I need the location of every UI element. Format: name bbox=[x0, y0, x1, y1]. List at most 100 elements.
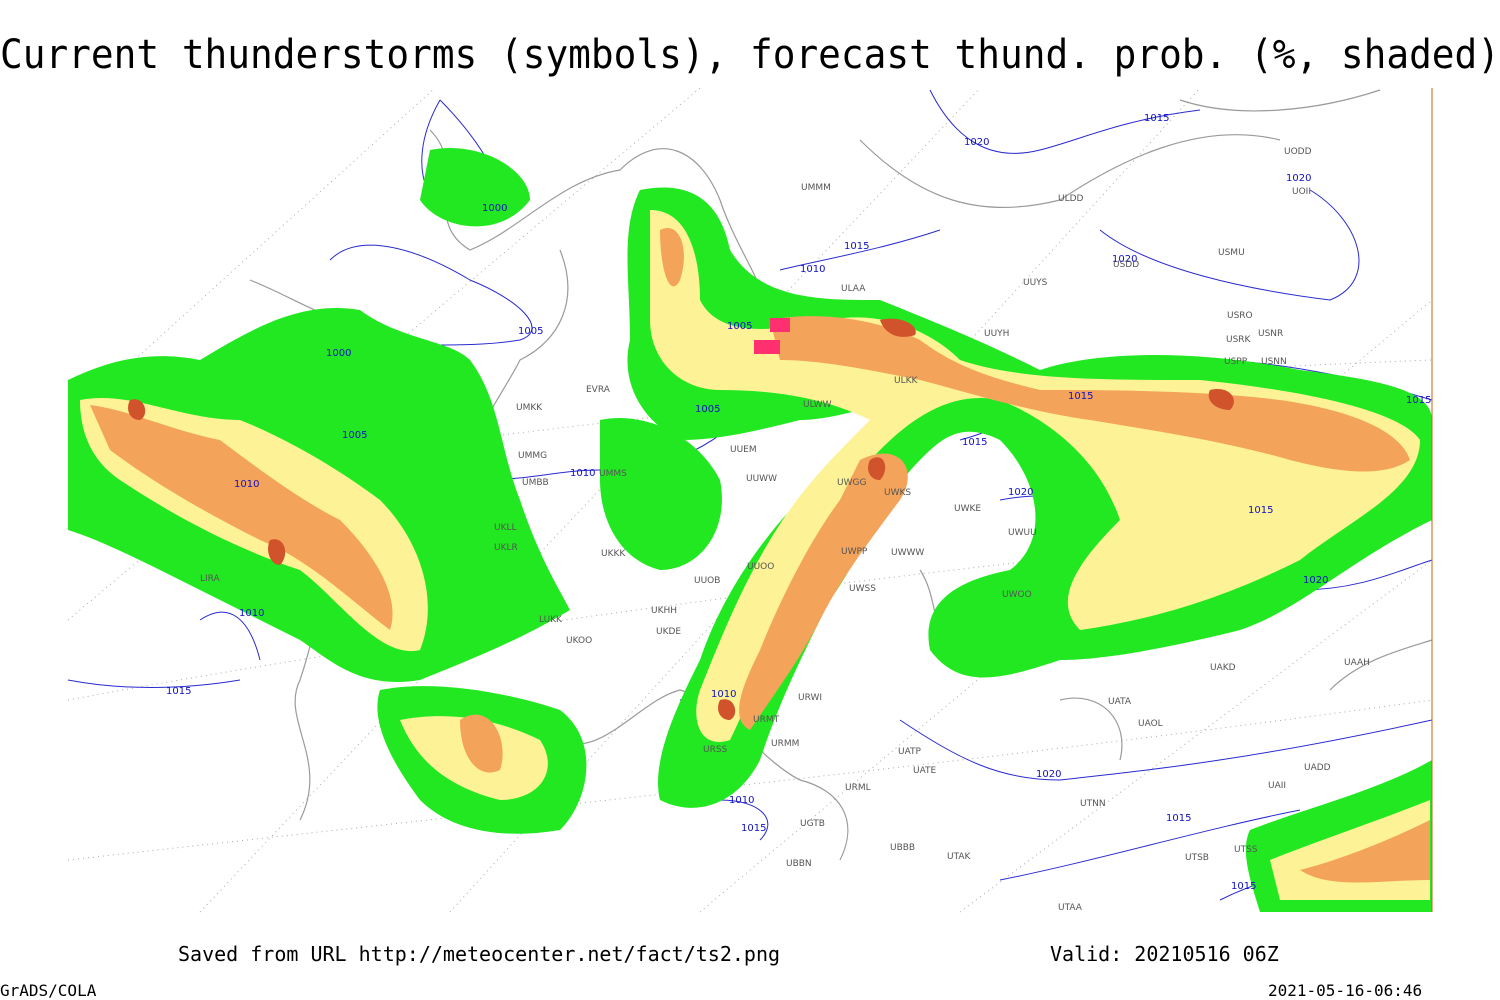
station-code: UKDE bbox=[656, 627, 681, 637]
station-code: UWSS bbox=[849, 584, 876, 594]
station-code: URSS bbox=[703, 745, 728, 755]
station-code: UWUU bbox=[1008, 528, 1037, 538]
station-code: UUOB bbox=[694, 576, 720, 586]
station-code: UAII bbox=[1268, 781, 1286, 791]
map-frame: 1000 1005 1000 1005 1010 1010 1010 1015 1020 1015… bbox=[67, 87, 1433, 913]
station-code: USMU bbox=[1218, 248, 1245, 258]
station-code: UKHH bbox=[651, 606, 677, 616]
station-code: UATE bbox=[913, 766, 937, 776]
station-code: URML bbox=[845, 783, 871, 793]
station-code: UADD bbox=[1304, 763, 1331, 773]
isobar-label: 1020 bbox=[1112, 254, 1137, 265]
station-code: URWI bbox=[798, 693, 822, 703]
station-code: UTNN bbox=[1080, 799, 1106, 809]
station-code: UBBN bbox=[786, 859, 812, 869]
station-code: USNR bbox=[1258, 329, 1283, 339]
station-code: LUKK bbox=[539, 615, 563, 625]
isobar-label: 1010 bbox=[570, 468, 595, 479]
station-code: ULAA bbox=[841, 284, 866, 294]
station-code: UWGG bbox=[837, 478, 866, 488]
station-code: UWPP bbox=[841, 547, 868, 557]
station-code: UUYH bbox=[984, 329, 1009, 339]
isobar-label: 1020 bbox=[1303, 575, 1328, 586]
station-code: ULKK bbox=[894, 376, 919, 386]
isobar-label: 1005 bbox=[342, 430, 367, 441]
station-code: UODD bbox=[1284, 147, 1312, 157]
isobar-label: 1010 bbox=[239, 608, 264, 619]
station-code: EVRA bbox=[586, 385, 611, 395]
station-code: UAKD bbox=[1210, 663, 1236, 673]
title: Current thunderstorms (symbols), forecas… bbox=[0, 32, 1500, 78]
station-code: UMMM bbox=[801, 183, 831, 193]
shade-orange bbox=[660, 228, 1410, 730]
station-code: UKLL bbox=[494, 523, 517, 533]
isobar-label: 1015 bbox=[1068, 391, 1093, 402]
station-code: UKLR bbox=[494, 543, 518, 553]
timestamp: 2021-05-16-06:46 bbox=[1268, 981, 1422, 1000]
station-code: USRO bbox=[1227, 311, 1253, 321]
isobar-label: 1015 bbox=[1166, 813, 1191, 824]
map-labels: 1000 1005 1000 1005 1010 1010 1010 1015 1020 1015… bbox=[166, 113, 1431, 913]
thunderstorm-probability-shading bbox=[68, 148, 1432, 912]
station-code: USDD bbox=[1113, 260, 1139, 270]
station-code: LIRA bbox=[200, 574, 221, 584]
isobar-label: 1005 bbox=[727, 321, 752, 332]
storm-symbol bbox=[754, 340, 780, 354]
station-code: USRK bbox=[1226, 335, 1252, 345]
isobar-label: 1020 bbox=[1036, 769, 1061, 780]
isobar-label: 1000 bbox=[482, 203, 507, 214]
isobar-label: 1010 bbox=[234, 479, 259, 490]
isobar-label: 1015 bbox=[1248, 505, 1273, 516]
isobar-label: 1005 bbox=[695, 404, 720, 415]
station-code: USPP bbox=[1224, 357, 1248, 367]
station-code: URMM bbox=[771, 739, 799, 749]
station-code: UTAK bbox=[947, 852, 972, 862]
isobar-label: 1010 bbox=[729, 795, 754, 806]
station-code: UBBB bbox=[890, 843, 915, 853]
station-code: UKKK bbox=[601, 549, 626, 559]
station-code: UATA bbox=[1108, 697, 1132, 707]
isobar-label: 1020 bbox=[1008, 487, 1033, 498]
isobar-label: 1015 bbox=[1144, 113, 1169, 124]
station-code: UMKK bbox=[516, 403, 543, 413]
isobar-label: 1010 bbox=[800, 264, 825, 275]
station-code: URMT bbox=[753, 715, 780, 725]
isobar-label: 1005 bbox=[518, 326, 543, 337]
station-code: UKOO bbox=[566, 636, 592, 646]
isobar-label: 1015 bbox=[962, 437, 987, 448]
station-code: UWWW bbox=[891, 548, 924, 558]
station-code: UUOO bbox=[747, 562, 774, 572]
isobar-label: 1015 bbox=[844, 241, 869, 252]
station-code: UATP bbox=[898, 747, 922, 757]
station-code: UAAH bbox=[1344, 658, 1370, 668]
station-code: UUYS bbox=[1023, 278, 1048, 288]
station-code: UMMG bbox=[518, 451, 547, 461]
thunderstorm-symbols bbox=[754, 318, 790, 354]
isobar-label: 1020 bbox=[964, 137, 989, 148]
station-code: UMMS bbox=[599, 469, 627, 479]
isobar-label: 1000 bbox=[326, 348, 351, 359]
station-code: UMBB bbox=[522, 478, 549, 488]
station-code: UGTB bbox=[800, 819, 825, 829]
station-code: UOII bbox=[1292, 187, 1311, 197]
station-code: ULDD bbox=[1058, 194, 1084, 204]
station-code: UWKS bbox=[884, 488, 911, 498]
station-code: UUWW bbox=[746, 474, 777, 484]
station-code: UTSS bbox=[1234, 845, 1258, 855]
station-code: UWKE bbox=[954, 504, 981, 514]
station-code: USNN bbox=[1261, 357, 1287, 367]
storm-symbol bbox=[770, 318, 790, 332]
station-code: ULWW bbox=[803, 400, 832, 410]
software-credit: GrADS/COLA bbox=[0, 981, 97, 1000]
station-code: UAOL bbox=[1138, 719, 1163, 729]
shade-orange bbox=[90, 405, 393, 630]
shade-green bbox=[420, 148, 722, 570]
station-code: UUEM bbox=[730, 445, 757, 455]
isobar-label: 1010 bbox=[711, 689, 736, 700]
source-url: Saved from URL http://meteocenter.net/fa… bbox=[178, 942, 780, 966]
isobar-label: 1020 bbox=[1286, 173, 1311, 184]
station-code: UWOO bbox=[1002, 590, 1032, 600]
isobar-label: 1015 bbox=[1231, 881, 1256, 892]
